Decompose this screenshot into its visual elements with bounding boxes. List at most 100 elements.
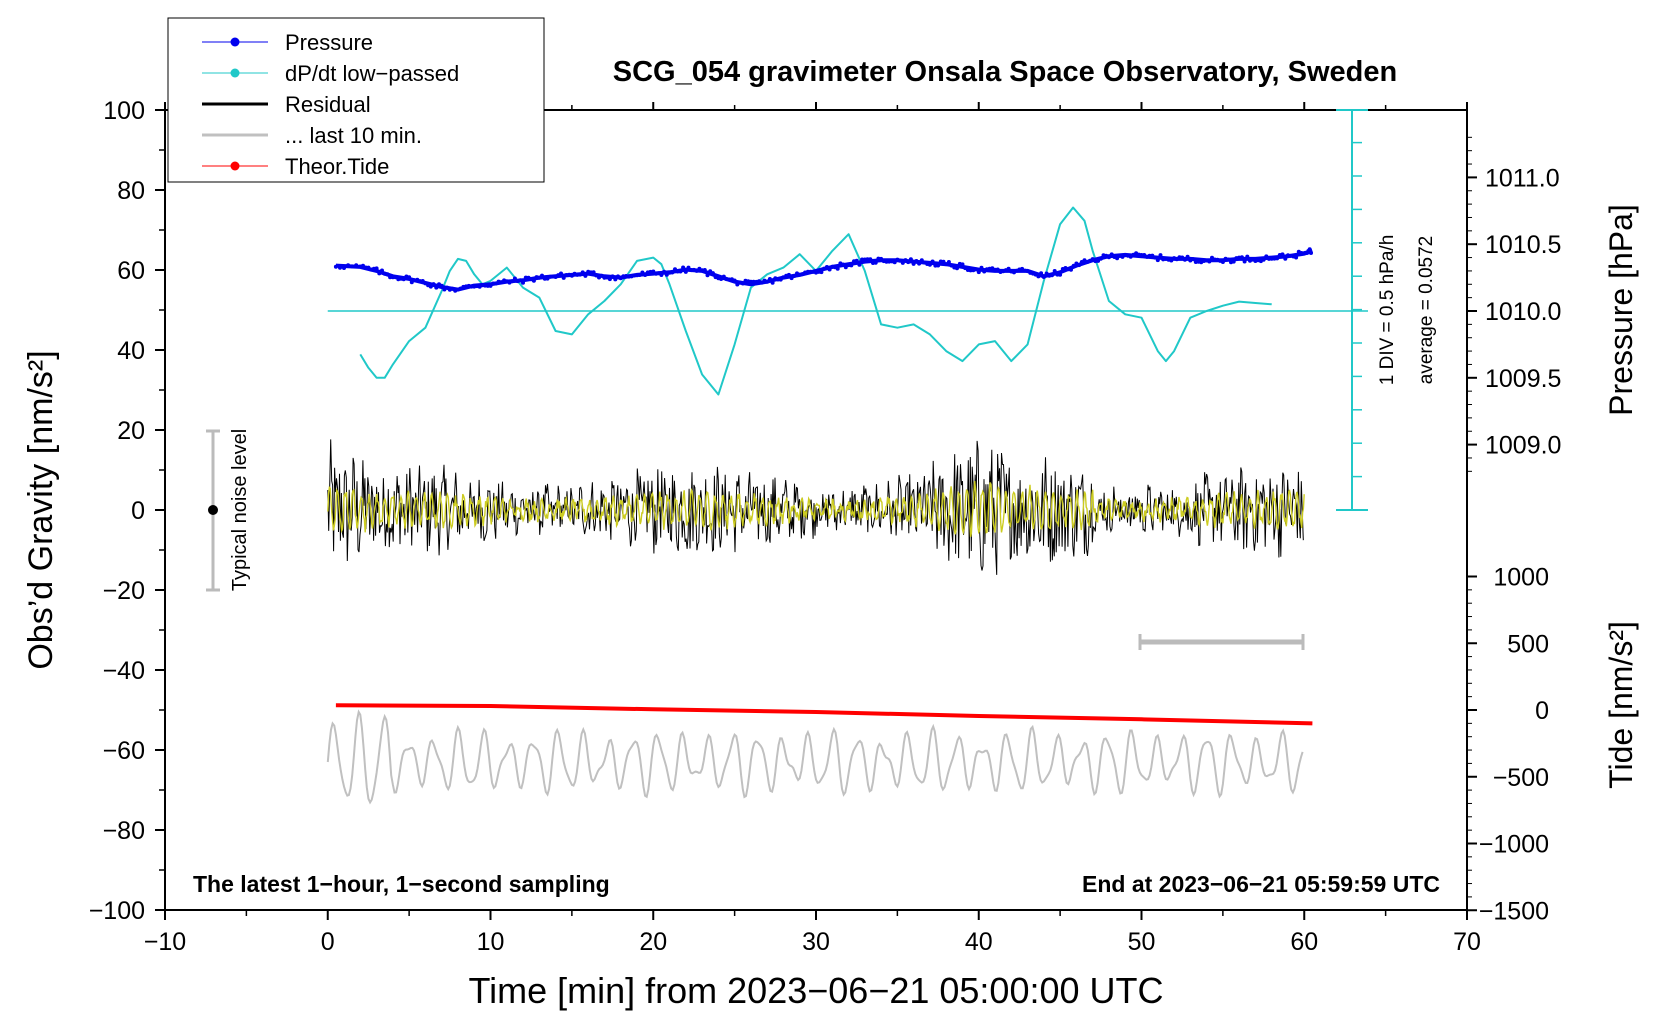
pressure-point [643,273,648,277]
legend-marker [230,68,240,78]
pressure-point [1307,247,1312,252]
pressure-point [694,268,699,273]
y-axis-ticks: 100 80 60 40 20 0 −20 −40 −60 −80 −100 [89,97,165,925]
pressure-point [1006,266,1011,271]
pressure-point [434,285,439,290]
pressure-point [1039,271,1044,276]
legend-label: ... last 10 min. [285,123,422,148]
chart-title: SCG_054 gravimeter Onsala Space Observat… [613,56,1397,88]
pressure-point [914,259,919,263]
pressure-point [1207,259,1212,264]
pressure-point [857,262,862,267]
legend-label: Residual [285,92,371,117]
last-10-min-series [326,709,1304,805]
pressure-point [428,284,433,289]
pressure-point [431,282,436,287]
pressure-point [792,274,797,278]
pressure-point [919,258,924,263]
pressure-point [1041,275,1046,279]
pressure-tick-label: 1010.5 [1485,231,1561,259]
pressure-point [683,269,688,274]
tide-series [335,703,1313,726]
pressure-point [1242,259,1247,264]
legend-marker [230,161,240,171]
pressure-point [637,273,642,277]
pressure-point [607,277,612,282]
pressure-point [388,275,393,280]
pressure-point [350,264,355,269]
pressure-point [1150,253,1155,258]
legend-label: dP/dt low−passed [285,61,459,86]
pressure-point [1058,272,1063,277]
pressure-point [982,269,987,274]
pressure-point [1044,271,1049,276]
pressure-point [1264,254,1269,259]
last-10-min-line [326,709,1304,805]
pressure-point [537,275,542,280]
pressure-point [1153,255,1158,260]
pressure-point [1261,257,1266,262]
pressure-point [917,261,922,266]
tide-axis-ticks: 1000 500 0 −500 −1000 −1500 [1467,564,1549,925]
tide-tick-label: 1000 [1493,564,1549,592]
pressure-point [1180,255,1185,260]
pressure-point [580,270,585,275]
pressure-point [1052,269,1057,273]
pressure-point [705,273,710,278]
x-tick-label: 10 [477,928,505,956]
pressure-point [445,285,450,290]
pressure-point [407,275,412,280]
pressure-point [908,257,913,262]
y-tick-label: −80 [103,817,145,845]
pressure-point [941,259,946,264]
residual-line [327,439,1304,575]
noise-label: Typical noise level [229,429,251,591]
last-10-min-bar [1138,634,1305,650]
pressure-series [333,247,1314,293]
y-tick-label: 40 [117,337,145,365]
x-tick-label: 60 [1290,928,1318,956]
pressure-point [721,274,726,279]
pressure-point [1280,252,1285,257]
pressure-point [578,272,582,277]
pressure-point [1245,254,1250,259]
pressure-point [610,274,615,279]
pressure-point [1077,263,1082,268]
pressure-point [1309,251,1313,255]
pressure-point [377,271,382,276]
pressure-point [898,258,903,263]
annotation-end-time: End at 2023−06−21 05:59:59 UTC [1082,871,1440,897]
dp-dt-low-passed-line [359,206,1272,396]
pressure-point [374,266,379,271]
pressure-point [827,267,832,272]
typical-noise-bar [206,429,220,592]
pressure-tick-label: 1009.0 [1485,432,1561,460]
pressure-point [559,271,563,276]
pressure-point [906,260,911,265]
x-axis-title: Time [min] from 2023−06−21 05:00:00 UTC [468,970,1163,1011]
pressure-point [439,283,444,288]
dpdt-div-label: 1 DIV = 0.5 hPa/h [1377,235,1398,386]
pressure-point [613,277,618,282]
pressure-point [651,269,656,274]
pressure-point [732,278,737,283]
pressure-point [401,277,406,282]
pressure-point [354,263,359,268]
pressure-point [561,275,566,280]
pressure-point [531,278,536,283]
dpdt-scale-bar [327,109,1368,511]
pressure-point [979,265,984,270]
pressure-point [518,278,523,283]
tide-tick-label: −1000 [1479,831,1549,859]
dpdt-average-label: average = 0.0572 [1416,236,1437,384]
pressure-point [342,266,346,270]
y-tick-label: 100 [103,97,145,125]
x-tick-label: 0 [321,928,335,956]
pressure-point [1096,258,1101,263]
pressure-point [944,262,949,267]
pressure-point [719,277,724,281]
pressure-point [420,279,425,283]
y-tick-label: −60 [103,737,145,765]
pressure-point [540,273,544,278]
